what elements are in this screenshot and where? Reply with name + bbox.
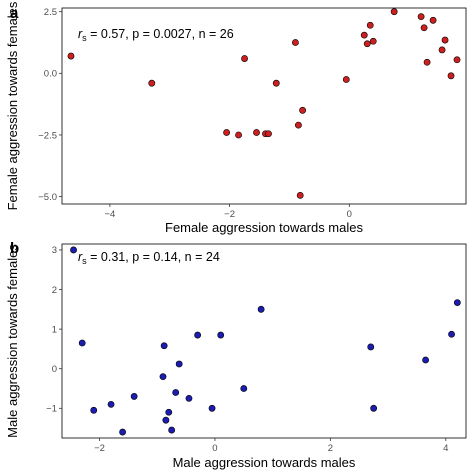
panel-letter-b: b xyxy=(10,240,19,257)
data-point xyxy=(235,131,242,139)
y-tick-label: 0.0 xyxy=(44,69,57,80)
data-point xyxy=(422,356,429,364)
data-point xyxy=(295,121,302,129)
data-point xyxy=(369,37,377,45)
panel-letter-a: a xyxy=(10,5,19,22)
data-point xyxy=(366,21,374,29)
data-point xyxy=(429,16,437,24)
data-point xyxy=(240,385,248,392)
stat-annotation-b: rs = 0.31, p = 0.14, n = 24 xyxy=(78,250,220,266)
data-point xyxy=(165,408,173,416)
data-point xyxy=(342,76,350,83)
data-point xyxy=(438,46,446,54)
x-tick-label: 4 xyxy=(443,443,448,454)
stat-subscript-b: s xyxy=(82,256,87,266)
data-point xyxy=(292,39,299,46)
data-point xyxy=(299,106,307,114)
panel-a: a rs = 0.57, p = 0.0027, n = 26 −4 −2 0 −5… xyxy=(5,1,467,235)
data-point xyxy=(194,331,202,339)
panel-b: b rs = 0.31, p = 0.14, n = 24 −2 0 2 4 −1 0 1… xyxy=(5,240,467,470)
data-point xyxy=(423,58,431,66)
data-point xyxy=(447,72,455,80)
plot-frame-a xyxy=(61,7,467,205)
y-ticks-b: −1 0 1 2 3 xyxy=(46,245,62,415)
x-axis-title-b: Male aggression towards males xyxy=(173,455,356,470)
y-tick-label: −5.0 xyxy=(38,192,57,203)
data-point xyxy=(363,40,371,48)
data-point xyxy=(78,339,86,347)
data-point xyxy=(70,246,77,254)
data-point xyxy=(172,389,180,396)
data-point xyxy=(90,406,98,414)
stat-values-a: = 0.57, p = 0.0027, n = 26 xyxy=(87,27,234,41)
data-point xyxy=(272,79,280,87)
y-tick-label: 0 xyxy=(52,364,57,375)
data-point xyxy=(217,331,225,339)
y-tick-label: 2 xyxy=(52,285,57,296)
data-point xyxy=(148,79,156,87)
points-a xyxy=(67,8,461,199)
data-point xyxy=(160,342,168,350)
data-point xyxy=(390,8,398,16)
data-point xyxy=(453,299,461,306)
plot-frame-b xyxy=(61,243,467,439)
data-point xyxy=(370,404,378,412)
x-tick-label: −4 xyxy=(104,209,115,220)
data-point xyxy=(175,360,183,368)
points-b xyxy=(70,246,461,436)
data-point xyxy=(253,129,260,136)
data-point xyxy=(168,426,176,434)
data-point xyxy=(441,36,449,44)
data-point xyxy=(448,330,455,338)
data-point xyxy=(417,13,425,21)
stat-values-b: = 0.31, p = 0.14, n = 24 xyxy=(87,250,220,264)
y-tick-label: −1 xyxy=(46,404,57,415)
stat-subscript-a: s xyxy=(82,33,87,43)
data-point xyxy=(185,395,193,402)
y-axis-title-a: Female aggression towards females xyxy=(5,1,20,210)
data-point xyxy=(296,191,304,199)
x-axis-title-a: Female aggression towards males xyxy=(165,220,363,235)
x-ticks-a: −4 −2 0 xyxy=(104,204,352,220)
data-point xyxy=(107,400,115,408)
data-point xyxy=(360,31,368,39)
data-point xyxy=(241,55,248,62)
y-tick-label: 1 xyxy=(52,324,57,335)
y-axis-title-b: Male aggression towards females xyxy=(5,244,20,438)
y-ticks-a: −5.0 −2.5 0.0 2.5 xyxy=(38,7,62,203)
data-point xyxy=(420,24,428,32)
data-point xyxy=(223,129,230,136)
data-point xyxy=(265,130,272,138)
y-tick-label: 3 xyxy=(52,245,57,256)
data-point xyxy=(208,404,216,412)
stat-symbol-b: r xyxy=(78,250,83,264)
y-tick-label: −2.5 xyxy=(38,130,57,141)
x-tick-label: 0 xyxy=(347,209,352,220)
data-point xyxy=(130,393,138,400)
data-point xyxy=(162,416,170,424)
data-point xyxy=(67,52,75,60)
y-tick-label: 2.5 xyxy=(44,7,57,18)
data-point xyxy=(159,373,167,381)
data-point xyxy=(453,56,461,64)
x-tick-label: 0 xyxy=(212,443,217,454)
data-point xyxy=(257,305,265,313)
stat-annotation-a: rs = 0.57, p = 0.0027, n = 26 xyxy=(78,27,234,43)
data-point xyxy=(367,343,375,351)
x-ticks-b: −2 0 2 4 xyxy=(94,438,448,454)
x-tick-label: 2 xyxy=(328,443,333,454)
x-tick-label: −2 xyxy=(224,209,235,220)
x-tick-label: −2 xyxy=(94,443,105,454)
stat-symbol-a: r xyxy=(78,27,83,41)
data-point xyxy=(119,428,126,436)
